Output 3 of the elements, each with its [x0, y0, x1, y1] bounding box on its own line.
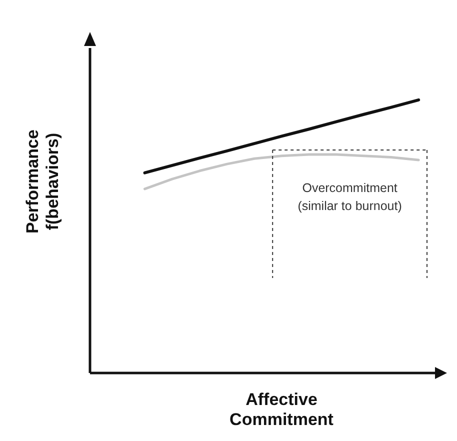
x-axis-title: Affective Commitment: [230, 390, 334, 429]
y-axis-title: Performance f(behaviors): [23, 130, 62, 234]
annotation: Overcommitment (similar to burnout): [298, 181, 402, 213]
